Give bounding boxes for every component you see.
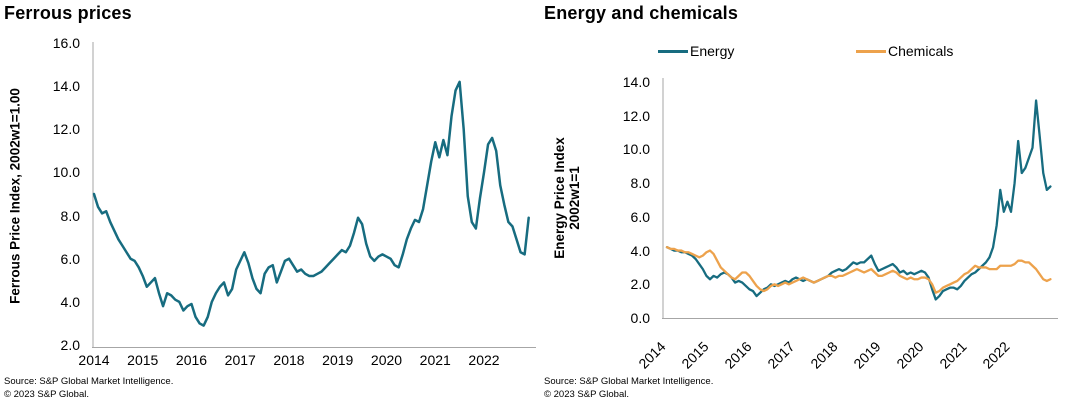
energy-y-axis-label: Energy Price Index 2002w1=1 [552,137,582,259]
energy-chemicals-plot-area [662,78,1058,319]
y-axis-tick-label: 2.0 [60,337,80,353]
y-axis-tick-label: 8.0 [630,175,650,192]
x-axis-tick-label: 2017 [764,338,798,372]
y-axis-tick-label: 8.0 [60,207,80,224]
energy-y-axis-label-line1: Energy Price Index [552,137,567,259]
y-axis-tick-label: 4.0 [60,293,80,310]
x-axis-tick-label: 2021 [419,352,451,368]
ferrous-chart-title: Ferrous prices [4,3,132,23]
energy-line-swatch [658,49,688,53]
source-note-right: Source: S&P Global Market Intelligence. … [544,375,713,401]
y-axis-tick-label: 12.0 [52,121,80,138]
legend-label-energy: Energy [690,43,735,59]
x-axis-tick-label: 2015 [127,352,159,368]
x-axis-tick-label: 2018 [273,352,305,368]
y-axis-tick-label: 6.0 [60,250,80,267]
y-axis-tick-label: 10.0 [52,164,80,181]
legend-item-energy: Energy [658,43,734,59]
legend-item-chemicals: Chemicals [856,43,953,59]
x-axis-tick-label: 2020 [893,338,927,372]
y-axis-tick-label: 2.0 [630,276,650,293]
y-axis-tick-label: 16.0 [52,35,80,51]
series-line-chemicals [665,246,1052,294]
x-axis-tick-label: 2016 [175,352,208,368]
energy-y-axis-label-line2: 2002w1=1 [567,166,582,230]
source-note-left: Source: S&P Global Market Intelligence. … [4,375,173,401]
y-axis-tick-label: 14.0 [52,78,80,95]
ferrous-y-axis-label: Ferrous Price Index, 2002w1=1.00 [7,88,23,304]
x-axis-tick-label: 2022 [979,338,1013,372]
y-axis-tick-label: 6.0 [630,208,650,225]
x-axis-tick-label: 2017 [224,352,256,368]
x-axis-tick-label: 2018 [807,338,841,372]
ferrous-plot-area [92,42,536,348]
source-line: Source: S&P Global Market Intelligence. [4,376,174,387]
copyright-line: © 2023 S&P Global. [4,389,89,400]
x-axis-tick-label: 2014 [78,352,110,368]
copyright-line: © 2023 S&P Global. [544,389,629,400]
legend-label-chemicals: Chemicals [888,43,954,59]
y-axis-tick-label: 12.0 [622,107,650,124]
x-axis-tick-label: 2022 [468,352,500,368]
x-axis-tick-label: 2019 [850,338,884,372]
x-axis-tick-label: 2016 [721,338,755,372]
y-axis-tick-label: 10.0 [622,141,650,158]
series-line-ferrous-price-index [92,80,530,327]
y-axis-tick-label: 4.0 [630,242,650,259]
y-axis-tick-label: 14.0 [622,74,650,90]
energy-chemicals-chart-title: Energy and chemicals [544,3,739,23]
y-axis-tick-label: 0.0 [630,310,650,326]
source-line: Source: S&P Global Market Intelligence. [544,376,714,387]
x-axis-tick-label: 2019 [322,352,354,368]
chemicals-line-swatch [856,49,886,53]
x-axis-tick-label: 2020 [370,352,403,368]
x-axis-tick-label: 2021 [936,338,970,372]
